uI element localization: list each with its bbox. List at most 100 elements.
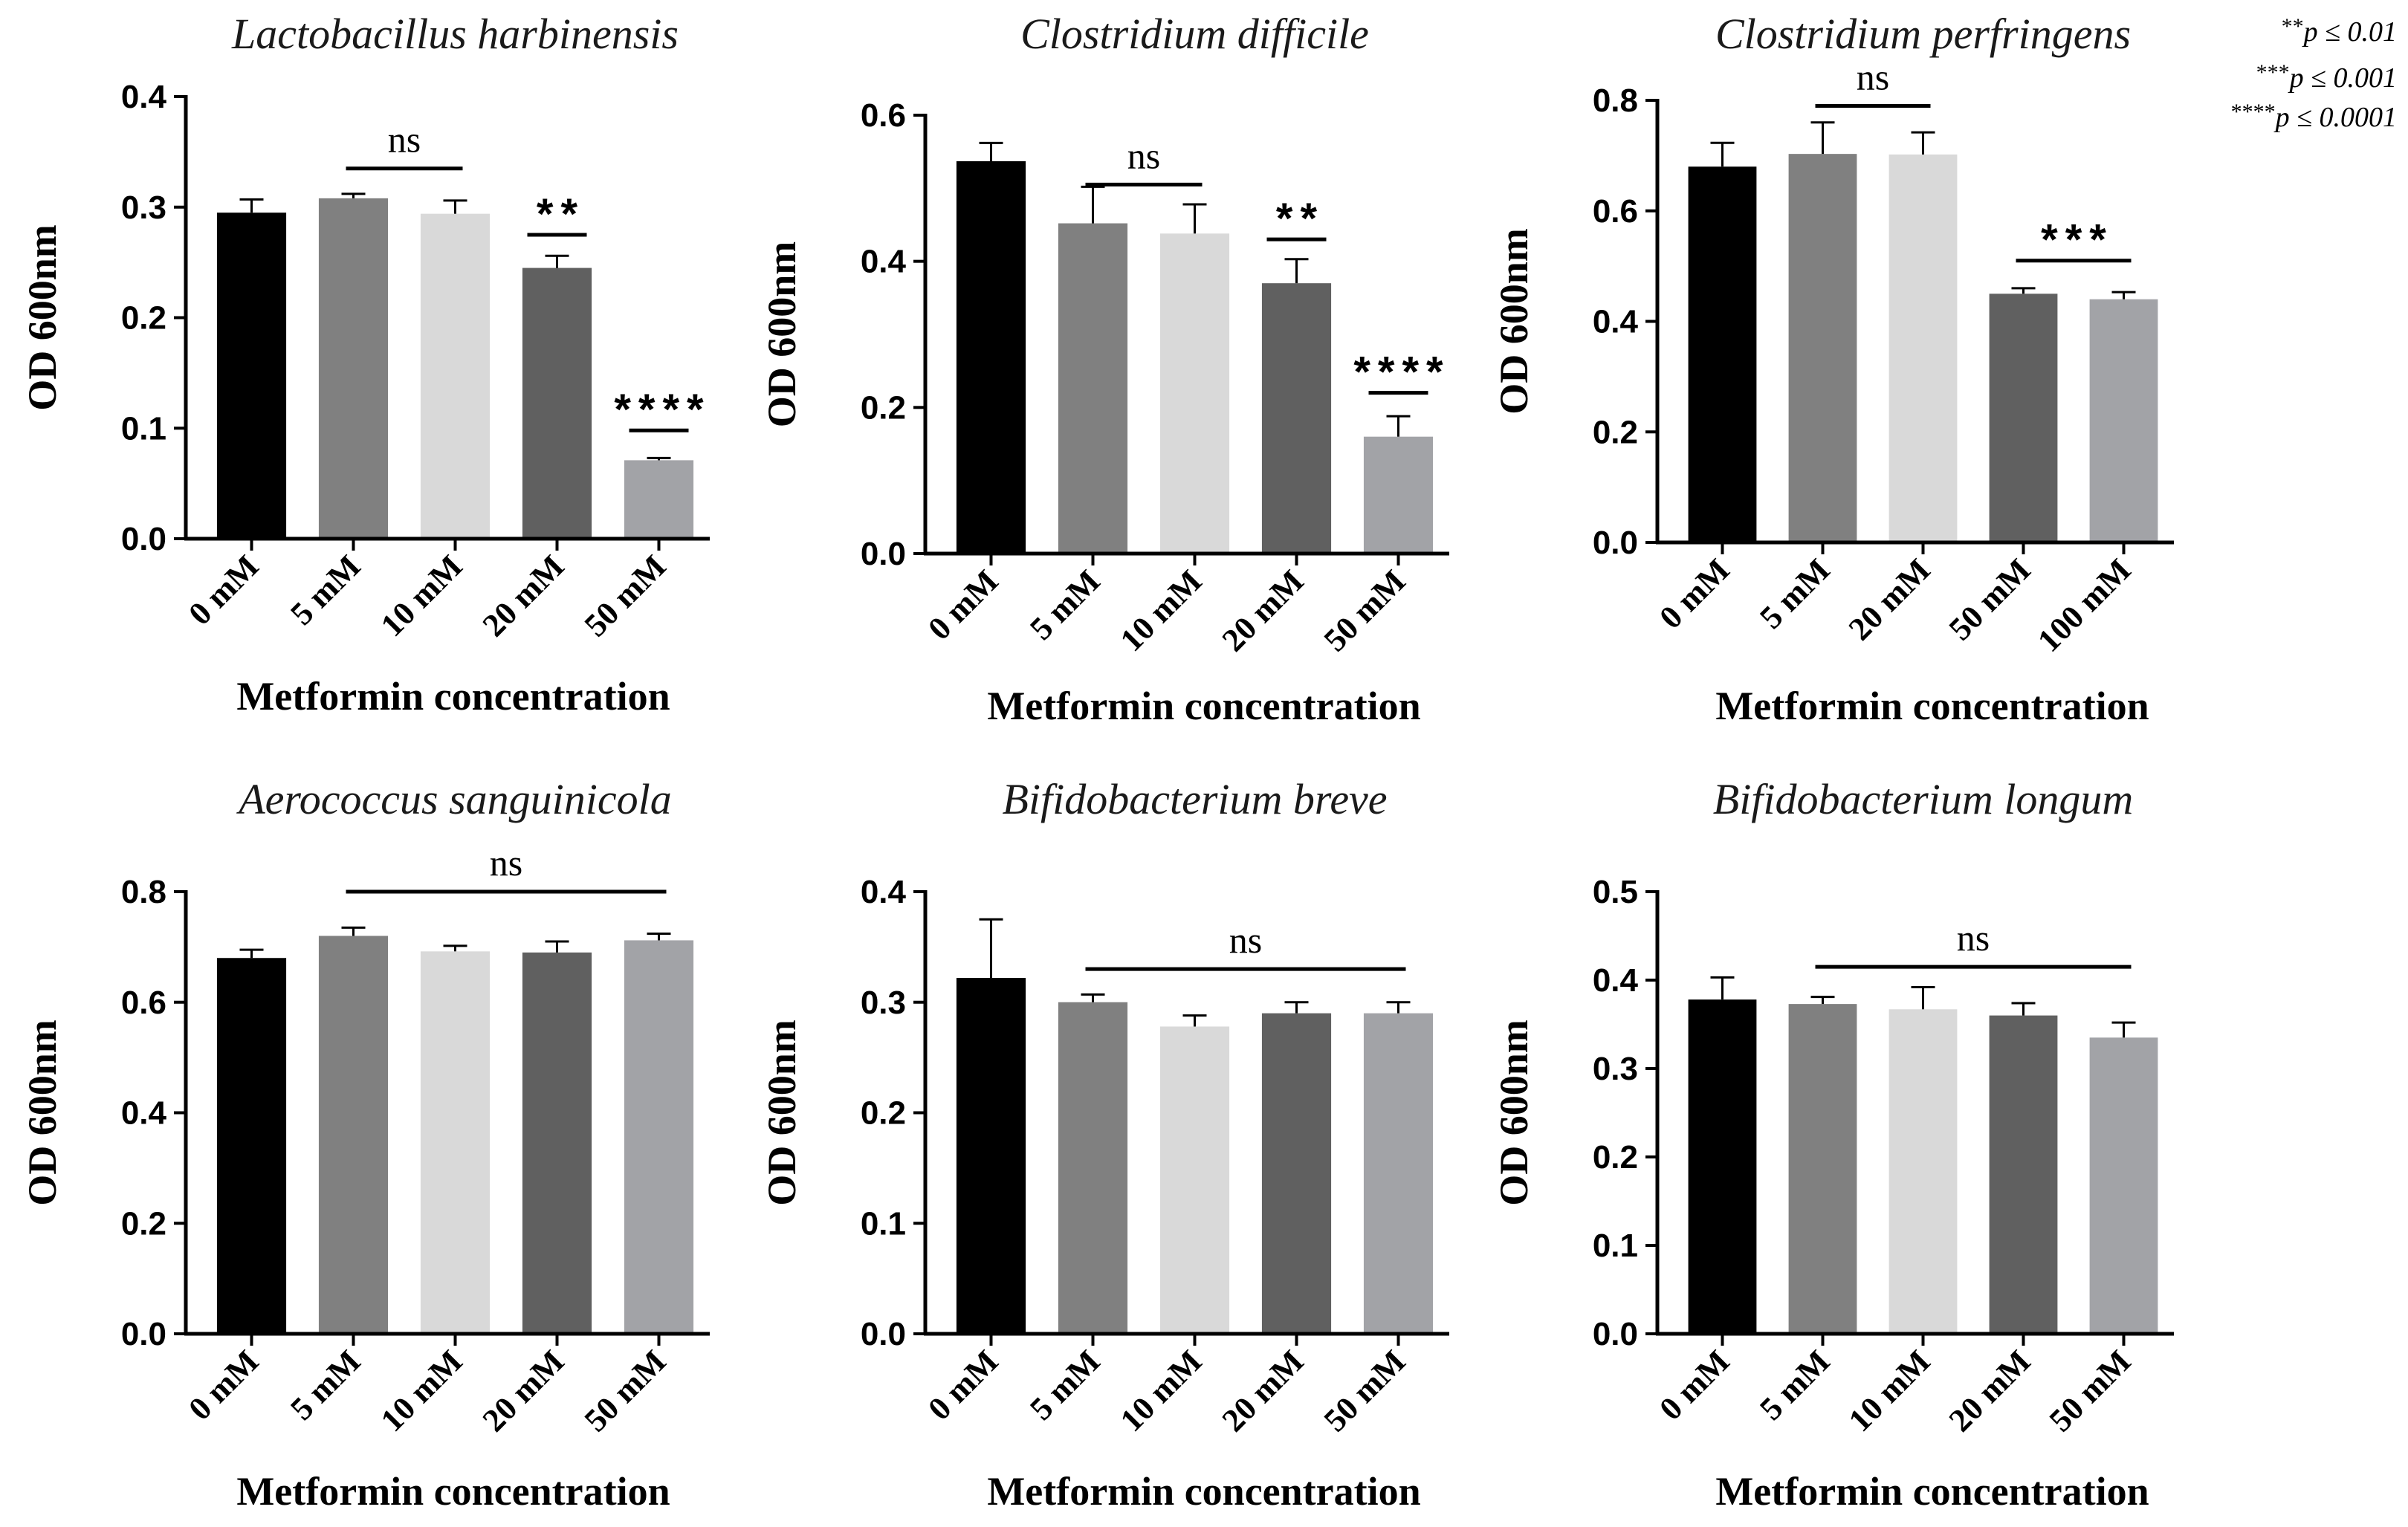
- significance-ns: ns: [490, 842, 522, 884]
- chart-title: Bifidobacterium breve: [1002, 775, 1387, 823]
- legend-text: p ≤ 0.01: [2302, 16, 2397, 48]
- bar-20mm: [1261, 283, 1332, 554]
- significance-stars: ***: [2041, 216, 2114, 265]
- x-axis-label: Metformin concentration: [236, 1469, 670, 1514]
- bar-50mm: [1989, 294, 2058, 542]
- y-axis-label: OD 600nm: [1492, 1019, 1536, 1206]
- bar-20mm: [1888, 154, 1958, 542]
- x-tick-label: 0 mM: [181, 548, 265, 632]
- x-tick-label: 5 mM: [1752, 1343, 1836, 1427]
- y-axis-label: OD 600nm: [760, 1019, 804, 1206]
- x-tick-label: 0 mM: [181, 1343, 265, 1427]
- significance-ns: ns: [1957, 917, 1990, 959]
- x-tick-label: 100 mM: [2030, 551, 2137, 658]
- y-axis-label: OD 600nm: [20, 1019, 65, 1206]
- x-tick-label: 10 mM: [1113, 563, 1209, 658]
- x-axis-label: Metformin concentration: [1715, 684, 2149, 728]
- significance-stars: ****: [1353, 348, 1450, 397]
- chart-panels: Lactobacillus harbinensis 0.0 0.1 0.2 0.3 0.4…: [20, 10, 2174, 1514]
- bar-5mm: [1058, 1002, 1128, 1334]
- x-tick-label: 10 mM: [1842, 1343, 1938, 1439]
- x-axis-label: Metformin concentration: [1715, 1469, 2149, 1514]
- chart-title: Clostridium perfringens: [1715, 10, 2131, 58]
- y-tick-label: 0.4: [861, 244, 907, 280]
- bar-10mm: [1888, 1009, 1958, 1334]
- bar-0mm: [1688, 166, 1757, 542]
- y-tick-label: 0.3: [1593, 1051, 1638, 1087]
- x-tick-label: 0 mM: [1652, 551, 1736, 635]
- legend-entry: ****p ≤ 0.0001: [2231, 100, 2397, 133]
- legend-stars: **: [2282, 14, 2304, 39]
- y-tick-label: 0.4: [121, 1095, 167, 1132]
- x-tick-label: 50 mM: [1317, 1343, 1413, 1439]
- x-tick-label: 50 mM: [1317, 563, 1413, 658]
- bar-100mm: [2089, 299, 2158, 542]
- x-tick-label: 5 mM: [283, 1343, 367, 1427]
- chart-title: Lactobacillus harbinensis: [231, 10, 679, 58]
- significance-ns: ns: [1857, 56, 1889, 97]
- bar-0mm: [216, 958, 287, 1334]
- significance-stars: **: [537, 190, 585, 239]
- x-tick-label: 0 mM: [921, 563, 1005, 646]
- bar-0mm: [956, 161, 1026, 554]
- y-tick-label: 0.6: [1593, 193, 1638, 230]
- x-tick-label: 5 mM: [1023, 1343, 1107, 1427]
- bar-10mm: [1159, 233, 1230, 554]
- y-tick-label: 0.8: [1593, 82, 1638, 119]
- bar-5mm: [1788, 1004, 1857, 1334]
- bar-50mm: [1363, 436, 1434, 554]
- chart-panel-6: Bifidobacterium longum 0.0 0.1 0.2 0.3 0.4 0.5…: [1492, 775, 2174, 1514]
- y-tick-label: 0.3: [861, 985, 906, 1021]
- legend-entry: ***p ≤ 0.001: [2256, 60, 2397, 94]
- x-tick-label: 20 mM: [1942, 1343, 2038, 1439]
- y-tick-label: 0.6: [861, 97, 906, 134]
- significance-ns: ns: [388, 119, 421, 161]
- y-tick-label: 0.2: [861, 1095, 906, 1132]
- legend-entry: **p ≤ 0.01: [2282, 14, 2397, 48]
- bar-50mm: [624, 940, 694, 1334]
- y-tick-label: 0.1: [121, 410, 166, 447]
- x-tick-label: 20 mM: [476, 1343, 572, 1439]
- y-tick-label: 0.2: [1593, 1139, 1638, 1176]
- x-tick-label: 50 mM: [577, 548, 673, 643]
- y-tick-label: 0.2: [861, 389, 906, 426]
- bar-50mm: [2089, 1037, 2158, 1334]
- bar-50mm: [1363, 1013, 1434, 1334]
- x-axis-label: Metformin concentration: [987, 1469, 1420, 1514]
- bar-20mm: [522, 268, 592, 539]
- y-tick-label: 0.5: [1593, 874, 1638, 910]
- y-tick-label: 0.2: [121, 1205, 166, 1242]
- bar-10mm: [420, 213, 491, 539]
- y-tick-label: 0.2: [121, 300, 166, 337]
- x-tick-label: 20 mM: [1215, 563, 1311, 658]
- y-tick-label: 0.2: [1593, 414, 1638, 450]
- bar-0mm: [216, 213, 287, 539]
- y-tick-label: 0.0: [1593, 1316, 1638, 1352]
- y-tick-label: 0.4: [121, 79, 167, 115]
- x-axis-label: Metformin concentration: [236, 674, 670, 719]
- bar-5mm: [318, 936, 389, 1334]
- x-tick-label: 10 mM: [1113, 1343, 1209, 1439]
- bar-0mm: [956, 978, 1026, 1334]
- x-tick-label: 20 mM: [1215, 1343, 1311, 1439]
- legend-text: p ≤ 0.001: [2288, 62, 2397, 94]
- x-tick-label: 50 mM: [2042, 1343, 2138, 1439]
- x-tick-label: 20 mM: [476, 548, 572, 643]
- significance-legend: **p ≤ 0.01 ***p ≤ 0.001 ****p ≤ 0.0001: [2231, 14, 2397, 133]
- bar-5mm: [1788, 154, 1857, 543]
- y-tick-label: 0.1: [861, 1205, 906, 1242]
- chart-panel-2: Clostridium difficile 0.0 0.2 0.4 0.6 0 mM 5 m…: [760, 10, 1450, 728]
- y-tick-label: 0.6: [121, 985, 166, 1021]
- x-tick-label: 50 mM: [577, 1343, 673, 1439]
- y-axis-label: OD 600nm: [20, 224, 65, 411]
- y-axis-label: OD 600nm: [760, 241, 804, 428]
- bar-20mm: [1261, 1013, 1332, 1334]
- x-tick-label: 0 mM: [1652, 1343, 1736, 1427]
- y-tick-label: 0.4: [1593, 962, 1639, 999]
- chart-title: Aerococcus sanguinicola: [236, 775, 672, 823]
- significance-ns: ns: [1229, 919, 1262, 961]
- bar-5mm: [1058, 223, 1128, 554]
- bar-0mm: [1688, 999, 1757, 1334]
- significance-stars: ****: [614, 386, 711, 434]
- x-tick-label: 5 mM: [1752, 551, 1836, 635]
